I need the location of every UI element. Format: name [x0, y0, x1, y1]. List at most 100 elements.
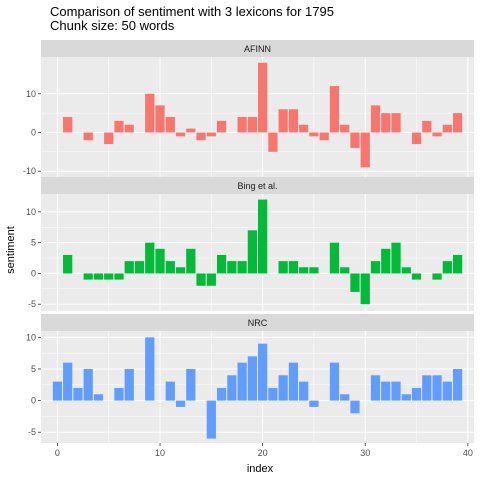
bar — [114, 387, 124, 401]
bar — [227, 261, 237, 274]
bar — [52, 381, 63, 401]
bar — [186, 368, 196, 401]
bar — [165, 261, 175, 274]
y-tick-label: 0 — [31, 127, 36, 137]
bar — [237, 362, 247, 401]
bar — [175, 400, 186, 407]
x-tick-label: 10 — [155, 448, 165, 458]
y-tick-label: 5 — [31, 364, 36, 374]
bar — [155, 105, 165, 133]
y-tick-label: -5 — [28, 299, 36, 309]
bar — [237, 261, 247, 274]
bar — [411, 132, 422, 145]
bar — [186, 248, 196, 274]
bar — [165, 381, 175, 401]
bar — [452, 113, 463, 133]
bar — [278, 109, 288, 133]
bar — [63, 362, 73, 401]
bar — [309, 267, 319, 274]
bar — [442, 381, 452, 401]
bar — [370, 261, 381, 274]
bar — [360, 132, 370, 168]
bar — [145, 93, 155, 133]
chart-subtitle: Chunk size: 50 words — [50, 18, 175, 33]
bar — [340, 267, 350, 274]
facet-strip — [41, 314, 474, 331]
bar — [258, 343, 268, 401]
bar — [83, 132, 93, 141]
bar — [309, 400, 319, 407]
facet-panels: AFINN -10 0 10 Bing et al. -5 0 5 10 NRC -5 0 5 10 — [23, 40, 474, 443]
bar — [278, 375, 288, 401]
y-tick-label: 5 — [31, 238, 36, 248]
bar — [124, 261, 134, 274]
bar — [104, 273, 114, 280]
bar — [237, 117, 247, 133]
bar — [206, 273, 216, 286]
bar — [196, 273, 206, 286]
bar — [175, 132, 186, 137]
bar — [381, 248, 391, 274]
bar — [442, 124, 452, 133]
bar — [452, 254, 463, 274]
bar — [309, 132, 319, 137]
bar — [442, 261, 452, 274]
bar — [381, 381, 391, 401]
bar — [93, 273, 104, 280]
bar — [329, 86, 340, 133]
panel-2: NRC -5 0 5 10 — [26, 314, 474, 443]
panel-background — [41, 57, 474, 177]
bar — [432, 273, 442, 280]
bar — [319, 132, 329, 141]
y-axis-title: sentiment — [5, 226, 17, 274]
bar — [278, 261, 288, 274]
x-tick-label: 40 — [463, 448, 473, 458]
bar — [299, 381, 309, 401]
bar — [155, 248, 165, 274]
bar — [299, 124, 309, 133]
bar — [258, 199, 268, 274]
bar — [175, 267, 186, 274]
panel-1: Bing et al. -5 0 5 10 — [26, 177, 474, 311]
y-tick-label: 0 — [31, 396, 36, 406]
y-tick-label: -10 — [23, 166, 36, 176]
bar — [206, 400, 216, 439]
bar — [411, 273, 422, 280]
bar — [268, 387, 278, 401]
bar — [258, 62, 268, 133]
bar — [350, 400, 360, 414]
panel-background — [41, 194, 474, 311]
bar — [216, 254, 227, 274]
bar — [247, 117, 257, 133]
bar — [124, 368, 134, 401]
y-tick-label: 0 — [31, 268, 36, 278]
facet-strip — [41, 40, 474, 57]
bar — [329, 242, 340, 274]
bar — [391, 242, 401, 274]
bar — [329, 362, 340, 401]
bar — [432, 375, 442, 401]
y-tick-label: 10 — [26, 89, 36, 99]
bar — [350, 273, 360, 292]
bar — [288, 362, 299, 401]
bar — [432, 132, 442, 137]
y-tick-label: 10 — [26, 207, 36, 217]
bar — [422, 375, 432, 401]
bar — [206, 132, 216, 137]
x-axis: 0 10 20 30 40 — [55, 443, 473, 458]
facet-strip-label: Bing et al. — [237, 181, 277, 191]
bar — [340, 394, 350, 401]
bar — [134, 261, 145, 274]
x-tick-label: 0 — [55, 448, 60, 458]
bar — [360, 273, 370, 305]
facet-strip-label: AFINN — [244, 44, 271, 54]
x-axis-title: index — [247, 463, 274, 475]
facet-strip — [41, 177, 474, 194]
bar — [401, 394, 411, 401]
bar — [124, 124, 134, 133]
bar — [114, 273, 124, 280]
bar — [104, 132, 114, 145]
bar — [186, 128, 196, 133]
bar — [196, 132, 206, 141]
x-tick-label: 30 — [360, 448, 370, 458]
